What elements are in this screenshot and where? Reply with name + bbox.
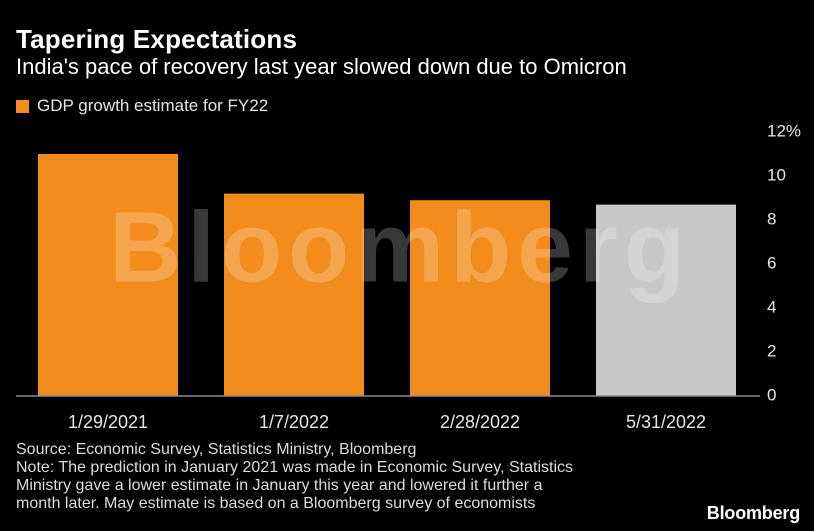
bars-layer: [38, 154, 736, 396]
x-tick-label: 1/7/2022: [259, 412, 329, 430]
footnote: Source: Economic Survey, Statistics Mini…: [16, 441, 676, 513]
y-tick-label: 6: [767, 253, 776, 272]
chart-title: Tapering Expectations: [16, 24, 298, 54]
brand-logo: Bloomberg: [706, 503, 800, 523]
chart-subtitle: India's pace of recovery last year slowe…: [16, 54, 627, 79]
watermark: Bloomberg: [109, 191, 691, 303]
x-tick-label: 5/31/2022: [626, 412, 706, 430]
y-tick-label: 10: [767, 165, 786, 184]
y-tick-label: 12%: [767, 121, 801, 140]
footnote-note-line: Ministry gave a lower estimate in Januar…: [16, 477, 543, 494]
bar-1-7-2022: [224, 193, 364, 396]
bar-2-28-2022: [410, 200, 550, 396]
footnote-source: Source: Economic Survey, Statistics Mini…: [16, 441, 417, 458]
y-tick-label: 0: [767, 385, 776, 404]
bar-5-31-2022: [596, 204, 736, 396]
footnote-note-line: month later. May estimate is based on a …: [16, 495, 536, 512]
bar-1-29-2021: [38, 154, 178, 396]
x-tick-label: 1/29/2021: [68, 412, 148, 430]
legend-label: GDP growth estimate for FY22: [37, 96, 269, 115]
y-tick-label: 4: [767, 297, 776, 316]
bar-chart: Bloomberg 0 2 4 6 8 10 12% 1/29/2021 1/7/2022 2/…: [16, 121, 801, 430]
y-axis: 0 2 4 6 8 10 12%: [767, 121, 801, 404]
legend: GDP growth estimate for FY22: [16, 96, 268, 116]
x-tick-label: 2/28/2022: [440, 412, 520, 430]
y-tick-label: 8: [767, 209, 776, 228]
footnote-note-line: Note: The prediction in January 2021 was…: [16, 459, 574, 476]
x-axis: 1/29/2021 1/7/2022 2/28/2022 5/31/2022: [68, 412, 706, 430]
legend-swatch: [16, 99, 29, 113]
y-tick-label: 2: [767, 341, 776, 360]
